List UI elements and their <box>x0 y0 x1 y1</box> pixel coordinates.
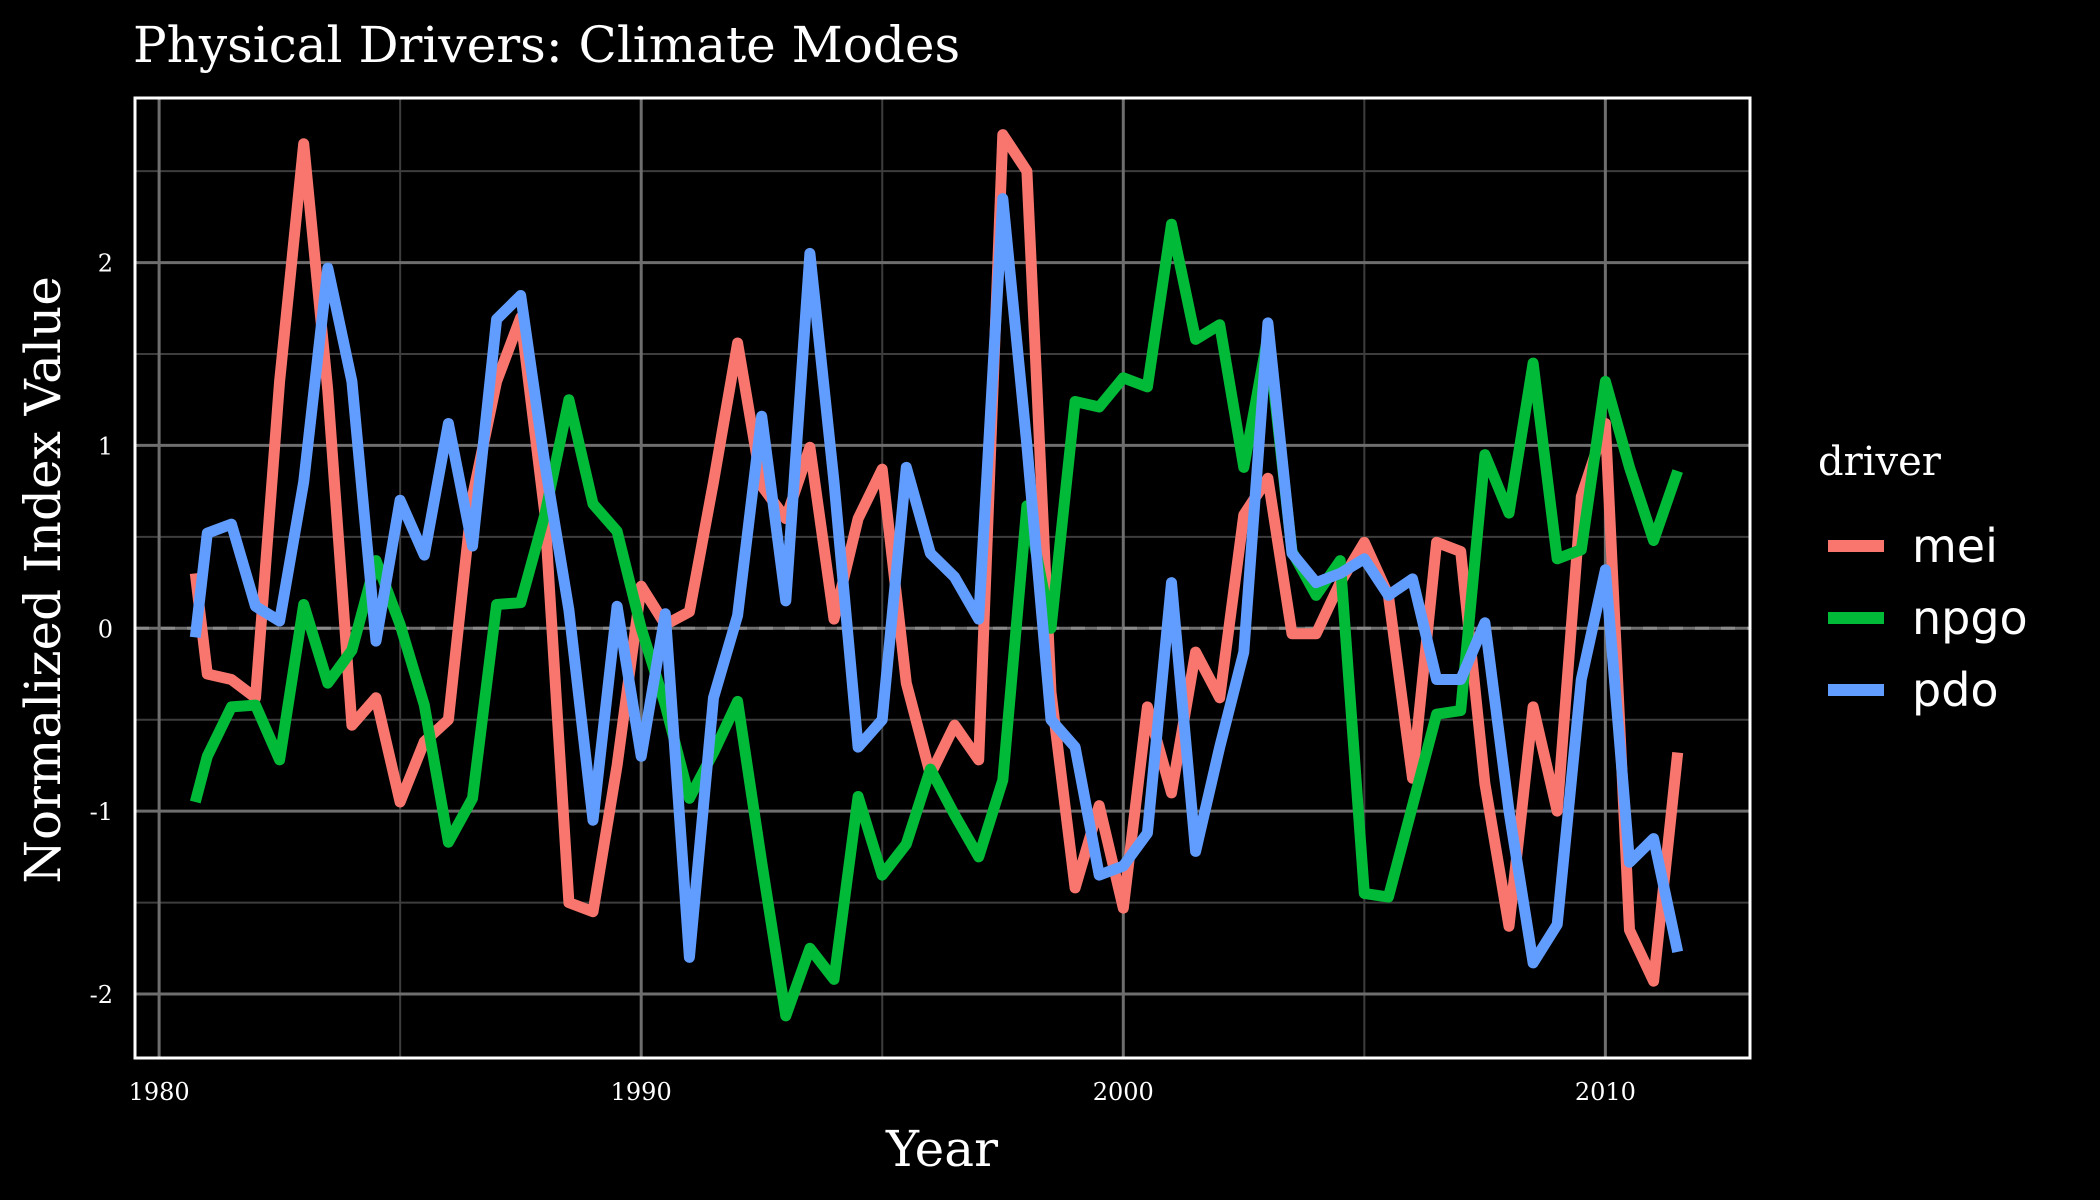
y-tick-label: 2 <box>98 250 113 278</box>
x-tick-labels: 1980 1990 2000 2010 <box>129 1078 1636 1106</box>
legend-label-npgo: npgo <box>1912 591 2028 645</box>
y-tick-label: -2 <box>90 981 113 1009</box>
y-axis-title: Normalized Index Value <box>14 276 72 884</box>
x-tick-label: 2010 <box>1575 1078 1636 1106</box>
y-tick-labels: -2 -1 0 1 2 <box>90 250 113 1009</box>
x-tick-label: 1980 <box>129 1078 190 1106</box>
series-line-pdo <box>189 193 1684 969</box>
series-line-npgo <box>189 218 1683 1022</box>
legend-title: driver <box>1818 439 1942 485</box>
legend: driver mei npgo pdo <box>1818 439 2028 717</box>
legend-label-pdo: pdo <box>1912 663 1999 717</box>
x-tick-label: 1990 <box>611 1078 672 1106</box>
y-tick-label: -1 <box>90 798 113 826</box>
x-axis-title: Year <box>885 1120 998 1178</box>
x-tick-label: 2000 <box>1093 1078 1154 1106</box>
plot-panel-border <box>133 96 1752 1060</box>
legend-label-mei: mei <box>1912 519 1998 573</box>
chart-title: Physical Drivers: Climate Modes <box>133 16 960 74</box>
series-group <box>189 129 1684 1022</box>
y-tick-label: 0 <box>98 615 113 643</box>
y-tick-label: 1 <box>98 432 113 460</box>
